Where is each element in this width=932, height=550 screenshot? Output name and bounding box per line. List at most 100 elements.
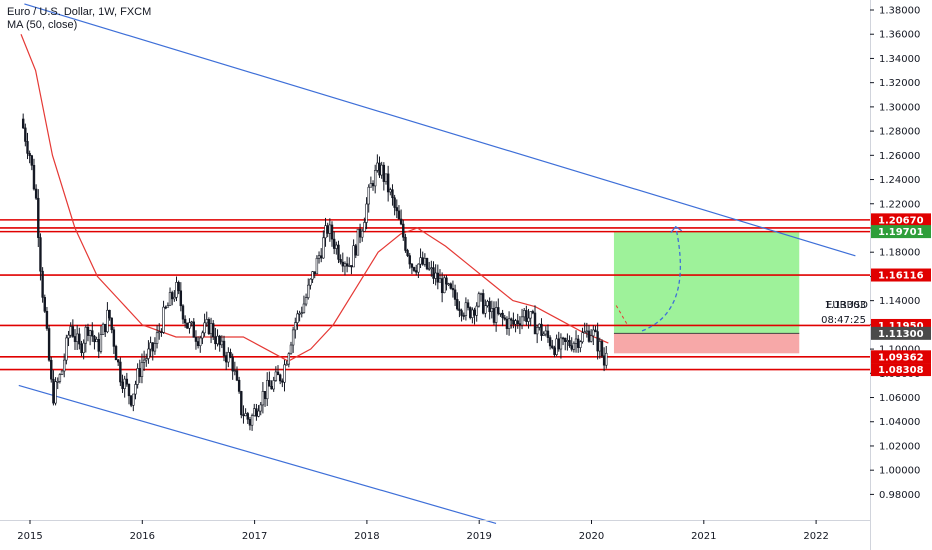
candle-body-267 xyxy=(598,341,601,352)
y-tick-label-3: 1.02000 xyxy=(879,441,920,452)
candle-body-123 xyxy=(287,353,291,365)
candle-body-103 xyxy=(244,413,247,417)
candle-body-191 xyxy=(434,272,437,279)
x-tick-label-4: 2019 xyxy=(466,531,491,542)
candle-body-110 xyxy=(259,404,262,412)
candle-body-84 xyxy=(203,322,206,334)
candle-body-213 xyxy=(481,293,485,314)
candle-body-138 xyxy=(320,255,323,259)
candle-body-129 xyxy=(300,312,303,314)
candle-body-14 xyxy=(52,378,55,404)
candle-body-209 xyxy=(473,309,476,316)
candle-body-190 xyxy=(432,267,435,279)
candle-body-62 xyxy=(155,332,159,344)
candle-body-235 xyxy=(529,311,532,319)
horizontal-levels[interactable] xyxy=(0,219,870,371)
y-tick-label-7: 1.10000 xyxy=(879,345,920,356)
candle-body-64 xyxy=(160,331,163,334)
candle-body-206 xyxy=(466,302,470,308)
candle-body-6 xyxy=(34,188,38,199)
candle-body-162 xyxy=(371,183,375,187)
candle-body-53 xyxy=(136,368,139,385)
candle-body-259 xyxy=(581,332,584,343)
candle-body-152 xyxy=(350,265,353,268)
candle-body-160 xyxy=(367,186,370,205)
candle-body-178 xyxy=(406,250,409,256)
candle-body-154 xyxy=(354,245,357,256)
candle-body-106 xyxy=(250,415,254,426)
candle-body-230 xyxy=(518,323,522,326)
candle-body-7 xyxy=(37,197,40,238)
candle-body-124 xyxy=(289,344,293,355)
trend-lines[interactable] xyxy=(18,3,856,525)
candle-body-150 xyxy=(345,263,349,267)
candle-body-208 xyxy=(471,309,474,318)
candle-body-139 xyxy=(322,237,325,259)
time-axis[interactable]: 2015 2016 2017 2018 2019 2020 2021 2022 xyxy=(17,520,829,542)
candle-body-151 xyxy=(348,265,351,267)
candle-body-76 xyxy=(186,322,189,329)
trend-line-1 xyxy=(18,384,497,525)
candle-body-112 xyxy=(263,391,267,400)
candle-body-137 xyxy=(317,255,321,259)
candle-body-12 xyxy=(47,328,51,361)
badge-2 xyxy=(871,268,931,282)
target-zone xyxy=(613,231,800,334)
candle-body-67 xyxy=(166,305,170,308)
candle-body-141 xyxy=(326,225,329,234)
candle-body-268 xyxy=(600,341,604,357)
candle-body-90 xyxy=(216,335,219,345)
candle-body-92 xyxy=(220,340,224,346)
candle-body-168 xyxy=(384,173,388,182)
candle-body-86 xyxy=(207,319,211,335)
candle-body-229 xyxy=(516,320,519,324)
candle-body-113 xyxy=(266,380,269,400)
candle-body-25 xyxy=(75,333,79,342)
candle-body-3 xyxy=(28,153,31,156)
candle-body-251 xyxy=(564,337,567,343)
candle-body-135 xyxy=(313,271,316,275)
candle-body-93 xyxy=(222,340,226,356)
indicator-label[interactable]: MA (50, close) xyxy=(7,19,78,31)
candle-body-243 xyxy=(546,330,550,338)
candle-body-73 xyxy=(179,290,183,307)
y-tick-label-21: 1.38000 xyxy=(879,6,920,17)
badge-0 xyxy=(871,213,931,227)
candle-body-95 xyxy=(227,352,230,363)
candle-body-1 xyxy=(24,127,27,142)
candle-body-71 xyxy=(175,282,178,298)
badge-label-4: 1.11300 xyxy=(878,329,924,340)
candle-body-255 xyxy=(572,343,576,350)
candle-body-179 xyxy=(408,255,411,265)
candle-body-167 xyxy=(382,164,386,182)
candle-body-157 xyxy=(361,230,364,238)
candle-body-215 xyxy=(486,301,489,307)
candle-body-122 xyxy=(285,363,288,366)
candle-body-117 xyxy=(274,371,278,381)
candle-body-83 xyxy=(201,332,204,339)
candle-body-228 xyxy=(514,320,517,325)
candle-body-109 xyxy=(257,410,260,417)
candle-body-66 xyxy=(164,306,167,309)
candle-body-239 xyxy=(538,323,541,328)
candle-body-37 xyxy=(101,323,105,335)
y-tick-label-16: 1.28000 xyxy=(879,127,920,138)
candle-body-254 xyxy=(570,345,573,350)
candle-body-49 xyxy=(127,383,131,397)
candle-body-264 xyxy=(592,329,595,337)
candle-body-142 xyxy=(328,224,332,234)
y-tick-label-18: 1.32000 xyxy=(879,78,920,89)
candle-body-31 xyxy=(88,330,92,336)
candle-body-115 xyxy=(270,385,273,390)
candle-body-119 xyxy=(278,374,282,382)
candle-body-46 xyxy=(121,381,124,389)
candle-body-163 xyxy=(373,170,377,187)
candle-body-111 xyxy=(261,391,265,406)
candle-body-147 xyxy=(339,259,342,263)
x-tick-label-7: 2022 xyxy=(803,531,828,542)
symbol-price: 1.13303 xyxy=(825,300,866,311)
chart-title[interactable]: Euro / U.S. Dollar, 1W, FXCM xyxy=(7,6,152,18)
projection-arrow[interactable] xyxy=(615,225,683,332)
